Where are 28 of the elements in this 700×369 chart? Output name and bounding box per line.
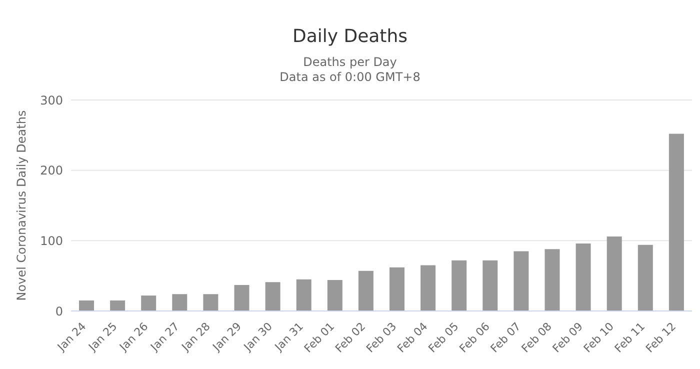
y-tick-label: 0 — [55, 304, 63, 318]
bar — [390, 267, 404, 311]
bar — [110, 300, 126, 311]
bar — [234, 284, 250, 311]
bar — [452, 260, 467, 311]
bar — [606, 236, 622, 311]
bar — [358, 270, 374, 311]
bar — [172, 294, 188, 311]
bar — [265, 282, 280, 311]
y-tick-label: 100 — [40, 234, 63, 248]
bar — [668, 134, 684, 311]
chart-subtitle: Deaths per Day Data as of 0:00 GMT+8 — [278, 55, 422, 84]
bar — [79, 300, 94, 311]
bar — [141, 296, 156, 311]
y-tick-label: 300 — [40, 93, 63, 108]
bar — [638, 244, 653, 311]
bar — [514, 251, 529, 311]
bar — [544, 249, 560, 311]
x-tick-label: Feb 12 — [643, 320, 679, 356]
bar — [482, 260, 498, 311]
bar — [576, 243, 591, 311]
bar — [420, 265, 436, 311]
y-axis-title: Novel Coronavirus Daily Deaths — [14, 110, 28, 301]
bar — [296, 279, 312, 311]
bar — [203, 294, 218, 311]
chart-title: Daily Deaths — [291, 26, 409, 47]
bar — [327, 280, 342, 311]
y-tick-label: 200 — [40, 164, 63, 178]
